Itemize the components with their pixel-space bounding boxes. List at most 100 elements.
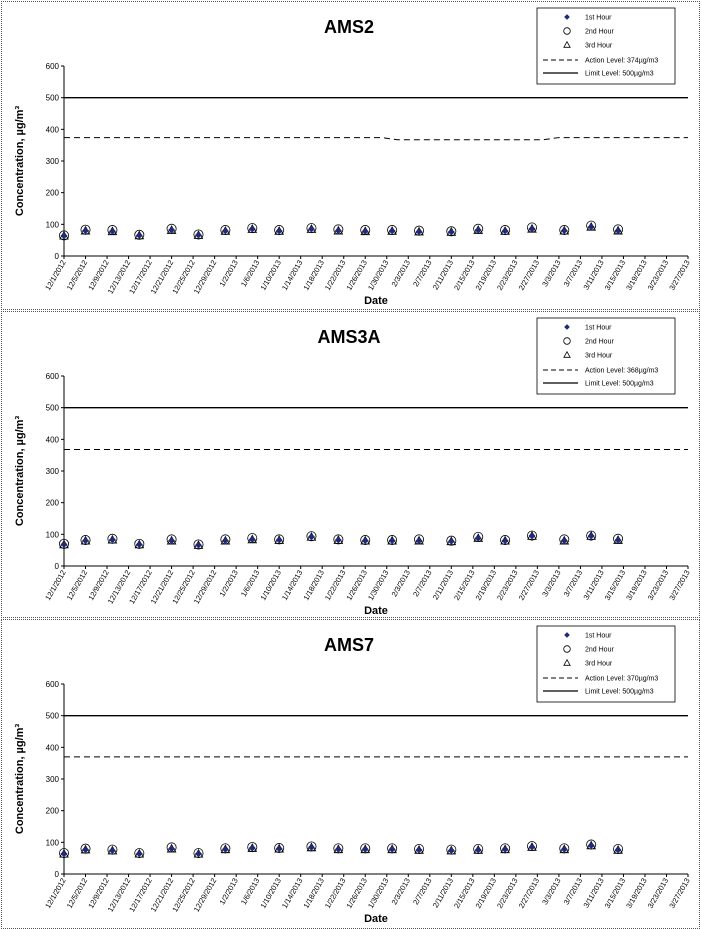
point-series-2 <box>193 229 204 240</box>
point-series-1 <box>474 534 482 542</box>
point-series-1 <box>388 227 396 235</box>
point-series-1 <box>248 844 256 852</box>
point-series-1 <box>275 845 283 853</box>
y-axis-label: Concentration, µg/m³ <box>14 416 26 527</box>
y-tick-label: 100 <box>46 530 60 539</box>
x-tick-label: 2/3/2013 <box>390 259 412 289</box>
series-1 <box>60 223 622 240</box>
y-tick-label: 100 <box>46 220 60 229</box>
point-series-1 <box>334 227 342 235</box>
point-series-1 <box>248 225 256 233</box>
x-tick-label: 1/30/2013 <box>366 569 390 602</box>
point-series-2 <box>193 539 204 550</box>
point-series-2 <box>59 848 70 859</box>
x-tick-label: 3/11/2013 <box>581 877 605 910</box>
x-tick-label: 1/2/2013 <box>217 569 239 599</box>
legend-marker-series-1 <box>564 324 570 330</box>
point-series-1 <box>447 847 455 855</box>
x-tick-label: 3/27/2013 <box>667 877 691 910</box>
point-series-1 <box>275 536 283 544</box>
point-series-1 <box>560 845 568 853</box>
point-series-1 <box>528 532 536 540</box>
point-series-1 <box>108 847 116 855</box>
x-tick-label: 3/11/2013 <box>581 259 605 292</box>
x-tick-label: 1/2/2013 <box>217 877 239 907</box>
legend-label-series-1: 1st Hour <box>585 325 612 332</box>
point-series-1 <box>361 537 369 545</box>
x-tick-label: 1/30/2013 <box>366 877 390 910</box>
legend-label-series-3: 3rd Hour <box>585 43 613 50</box>
legend-label-series-1: 1st Hour <box>585 15 612 22</box>
x-tick-label: 1/6/2013 <box>239 569 261 599</box>
point-series-1 <box>275 227 283 235</box>
x-tick-label: 2/27/2013 <box>517 569 541 602</box>
y-tick-label: 600 <box>46 372 60 381</box>
x-tick-label: 3/3/2013 <box>540 259 562 289</box>
y-tick-label: 400 <box>46 125 60 134</box>
point-series-1 <box>334 845 342 853</box>
x-tick-label: 3/7/2013 <box>562 877 584 907</box>
point-series-2 <box>59 538 70 549</box>
series-2 <box>59 220 624 241</box>
point-series-1 <box>388 845 396 853</box>
x-tick-label: 2/11/2013 <box>431 259 455 292</box>
y-tick-label: 500 <box>46 404 60 413</box>
point-series-1 <box>415 228 423 236</box>
x-tick-label: 1/30/2013 <box>366 259 390 292</box>
point-series-1 <box>560 537 568 545</box>
x-tick-label: 2/7/2013 <box>411 877 433 907</box>
y-tick-label: 600 <box>46 62 60 71</box>
y-tick-label: 0 <box>55 870 60 879</box>
point-series-2 <box>59 230 70 241</box>
point-series-1 <box>501 537 509 545</box>
legend-action-label: Action Level: 370µg/m3 <box>585 676 658 683</box>
point-series-1 <box>307 843 316 851</box>
legend-marker-series-2 <box>563 645 571 653</box>
legend-box <box>536 7 676 85</box>
x-tick-label: 2/11/2013 <box>431 569 455 602</box>
point-series-1 <box>528 225 536 233</box>
x-tick-label: 3/3/2013 <box>540 569 562 599</box>
y-axis-label: Concentration, µg/m³ <box>14 724 26 835</box>
point-series-1 <box>307 225 316 233</box>
legend: 1st Hour 2nd Hour 3rd Hour Action Level: 36… <box>536 317 676 395</box>
point-series-1 <box>81 227 90 235</box>
x-tick-label: 3/11/2013 <box>581 569 605 602</box>
point-series-1 <box>248 535 256 543</box>
y-tick-label: 200 <box>46 499 60 508</box>
chart-panel-ams7: AMS7 0 100 200 300 400 500 600 12/1/2012 12/5/201… <box>1 619 700 929</box>
y-tick-label: 0 <box>55 562 60 571</box>
legend-action-label: Action Level: 368µg/m3 <box>585 368 658 375</box>
x-tick-label: 2/3/2013 <box>390 877 412 907</box>
point-series-1 <box>587 841 595 850</box>
legend: 1st Hour 2nd Hour 3rd Hour Action Level: 37… <box>536 625 676 703</box>
chart-panel-ams2: AMS2 0 100 200 300 400 500 600 12/1/2012 12/5/201… <box>1 1 700 310</box>
point-series-2 <box>134 848 145 859</box>
chart-title: AMS3A <box>317 327 380 347</box>
point-series-2 <box>134 538 145 549</box>
y-tick-label: 200 <box>46 189 60 198</box>
legend-box <box>536 317 676 395</box>
point-series-1 <box>587 223 595 231</box>
legend-limit-label: Limit Level: 500µg/m3 <box>585 71 654 78</box>
x-tick-label: 3/27/2013 <box>667 259 691 292</box>
legend-marker-series-2 <box>563 337 571 345</box>
y-tick-label: 400 <box>46 743 60 752</box>
legend-marker-series-3 <box>563 658 571 666</box>
point-series-2 <box>80 535 91 546</box>
y-tick-label: 0 <box>55 252 60 261</box>
point-series-1 <box>194 850 203 858</box>
y-tick-label: 300 <box>46 775 60 784</box>
x-axis-label: Date <box>364 605 388 617</box>
point-series-1 <box>361 845 369 853</box>
chart-title: AMS7 <box>324 635 374 655</box>
point-series-2 <box>193 848 204 859</box>
point-series-2 <box>274 534 285 545</box>
chart-panel-ams3a: AMS3A 0 100 200 300 400 500 600 12/1/2012 12/5/20… <box>1 311 700 618</box>
x-tick-label: 2/7/2013 <box>411 259 433 289</box>
legend: 1st Hour 2nd Hour 3rd Hour Action Level: 37… <box>536 7 676 85</box>
x-tick-label: 1/2/2013 <box>217 259 239 289</box>
point-series-2 <box>387 535 398 546</box>
point-series-1 <box>108 227 116 235</box>
point-series-1 <box>474 226 482 234</box>
